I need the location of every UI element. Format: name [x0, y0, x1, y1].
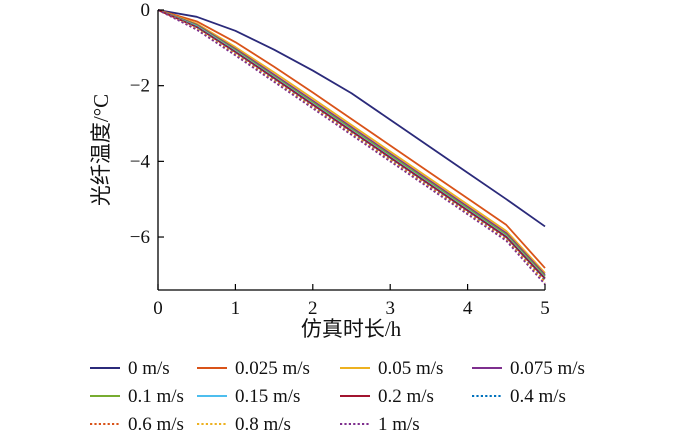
legend-label: 0.075 m/s: [510, 358, 585, 379]
y-tick-label: −6: [130, 227, 150, 248]
plot-lines: [157, 9, 546, 285]
legend-item-6: 0.2 m/s: [340, 386, 434, 407]
legend-item-7: 0.4 m/s: [472, 386, 566, 407]
series-line-8: [157, 9, 546, 283]
legend-label: 0.05 m/s: [378, 358, 443, 379]
legend-item-2: 0.05 m/s: [340, 358, 443, 379]
series-line-9: [157, 9, 546, 284]
x-tick-label: 4: [463, 298, 473, 319]
series-line-6: [157, 9, 546, 280]
x-axis-label: 仿真时长/h: [301, 317, 402, 341]
legend-label: 0.6 m/s: [128, 414, 184, 435]
series-line-5: [157, 9, 546, 279]
series-line-2: [157, 9, 546, 274]
series-line-7: [157, 9, 546, 282]
legend-item-1: 0.025 m/s: [197, 358, 310, 379]
series-line-10: [157, 9, 546, 285]
ticks: 0 1 2 3 4 5 0 −2 −4 −6: [130, 0, 550, 319]
x-tick-label: 0: [153, 298, 163, 319]
y-tick-label: −4: [130, 151, 151, 172]
legend-label: 0.4 m/s: [510, 386, 566, 407]
legend-label: 0.025 m/s: [235, 358, 310, 379]
legend-label: 0.8 m/s: [235, 414, 291, 435]
x-tick-label: 1: [231, 298, 241, 319]
x-tick-label: 5: [540, 298, 550, 319]
x-tick-label: 3: [385, 298, 395, 319]
legend-label: 0.2 m/s: [378, 386, 434, 407]
legend-item-4: 0.1 m/s: [90, 386, 184, 407]
series-line-1: [157, 9, 546, 269]
series-line-0: [157, 9, 546, 228]
legend: 0 m/s 0.025 m/s 0.05 m/s 0.075 m/s 0.1 m/s 0.…: [90, 358, 585, 435]
legend-label: 1 m/s: [378, 414, 420, 435]
legend-item-0: 0 m/s: [90, 358, 170, 379]
x-tick-label: 2: [308, 298, 318, 319]
legend-item-8: 0.6 m/s: [90, 414, 184, 435]
legend-label: 0 m/s: [128, 358, 170, 379]
legend-item-3: 0.075 m/s: [472, 358, 585, 379]
legend-item-10: 1 m/s: [340, 414, 420, 435]
y-axis-label: 光纤温度/°C: [89, 94, 113, 206]
series-line-4: [157, 9, 546, 277]
legend-item-5: 0.15 m/s: [197, 386, 300, 407]
series-line-3: [157, 9, 546, 276]
y-tick-label: −2: [130, 76, 150, 97]
y-tick-label: 0: [141, 0, 151, 21]
legend-label: 0.15 m/s: [235, 386, 300, 407]
legend-item-9: 0.8 m/s: [197, 414, 291, 435]
axes: [157, 10, 545, 291]
legend-label: 0.1 m/s: [128, 386, 184, 407]
